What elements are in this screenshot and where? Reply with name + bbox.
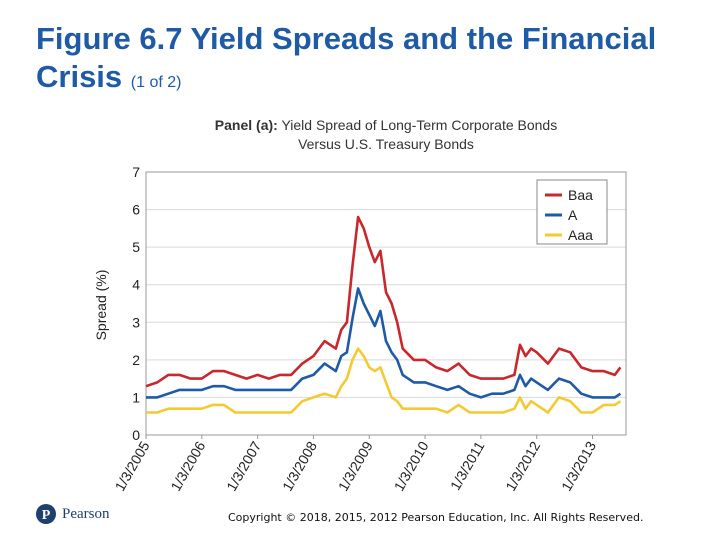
chart-legend: Baa A Aaa: [536, 179, 608, 245]
slide-title-main: Figure 6.7 Yield Spreads and the Financi…: [36, 21, 657, 94]
x-tick-label: 1/3/2008: [279, 438, 320, 493]
x-tick-label: 1/3/2006: [167, 438, 208, 493]
y-axis-ticks: 0 1 2 3 4 5 6 7: [132, 164, 140, 443]
legend-label-a: A: [568, 207, 578, 223]
y-tick-label: 5: [132, 239, 140, 255]
y-tick-label: 2: [132, 352, 140, 368]
y-tick-label: 7: [132, 164, 140, 180]
slide-title: Figure 6.7 Yield Spreads and the Financi…: [36, 20, 696, 102]
x-tick-label: 1/3/2009: [335, 438, 376, 493]
y-tick-label: 3: [132, 314, 140, 330]
pearson-logo-text: Pearson: [62, 505, 110, 522]
chart-panel-label: Panel (a):: [214, 117, 278, 133]
series-line-baa: [145, 215, 622, 388]
x-tick-label: 1/3/2013: [558, 438, 599, 493]
y-axis-label: Spread (%): [93, 270, 109, 341]
legend-label-baa: Baa: [568, 187, 593, 203]
chart-series: [145, 215, 622, 414]
series-line-a: [146, 287, 622, 399]
pearson-logo-icon: P: [36, 504, 56, 524]
x-tick-label: 1/3/2007: [223, 438, 264, 493]
x-axis-ticks: 1/3/2005 1/3/2006 1/3/2007 1/3/2008 1/3/2009…: [111, 435, 599, 494]
pearson-logo: P Pearson: [36, 503, 110, 525]
chart-title-text: Yield Spread of Long-Term Corporate Bond…: [281, 117, 558, 152]
y-tick-label: 6: [132, 202, 140, 218]
series-line-aaa: [146, 347, 622, 414]
x-tick-label: 1/3/2012: [502, 438, 543, 493]
y-tick-label: 4: [132, 277, 140, 293]
y-tick-label: 0: [132, 427, 140, 443]
chart-title: Panel (a): Yield Spread of Long-Term Cor…: [200, 116, 572, 154]
svg-text:P: P: [42, 508, 51, 523]
x-tick-label: 1/3/2011: [447, 438, 488, 492]
copyright-notice: Copyright © 2018, 2015, 2012 Pearson Edu…: [228, 511, 644, 524]
y-tick-label: 1: [132, 389, 140, 405]
x-tick-label: 1/3/2005: [111, 438, 152, 493]
slide-title-part: (1 of 2): [130, 74, 182, 91]
plot-area-frame: [145, 171, 627, 436]
x-tick-label: 1/3/2010: [391, 438, 432, 493]
legend-box: [536, 179, 608, 245]
legend-label-aaa: Aaa: [568, 227, 593, 243]
